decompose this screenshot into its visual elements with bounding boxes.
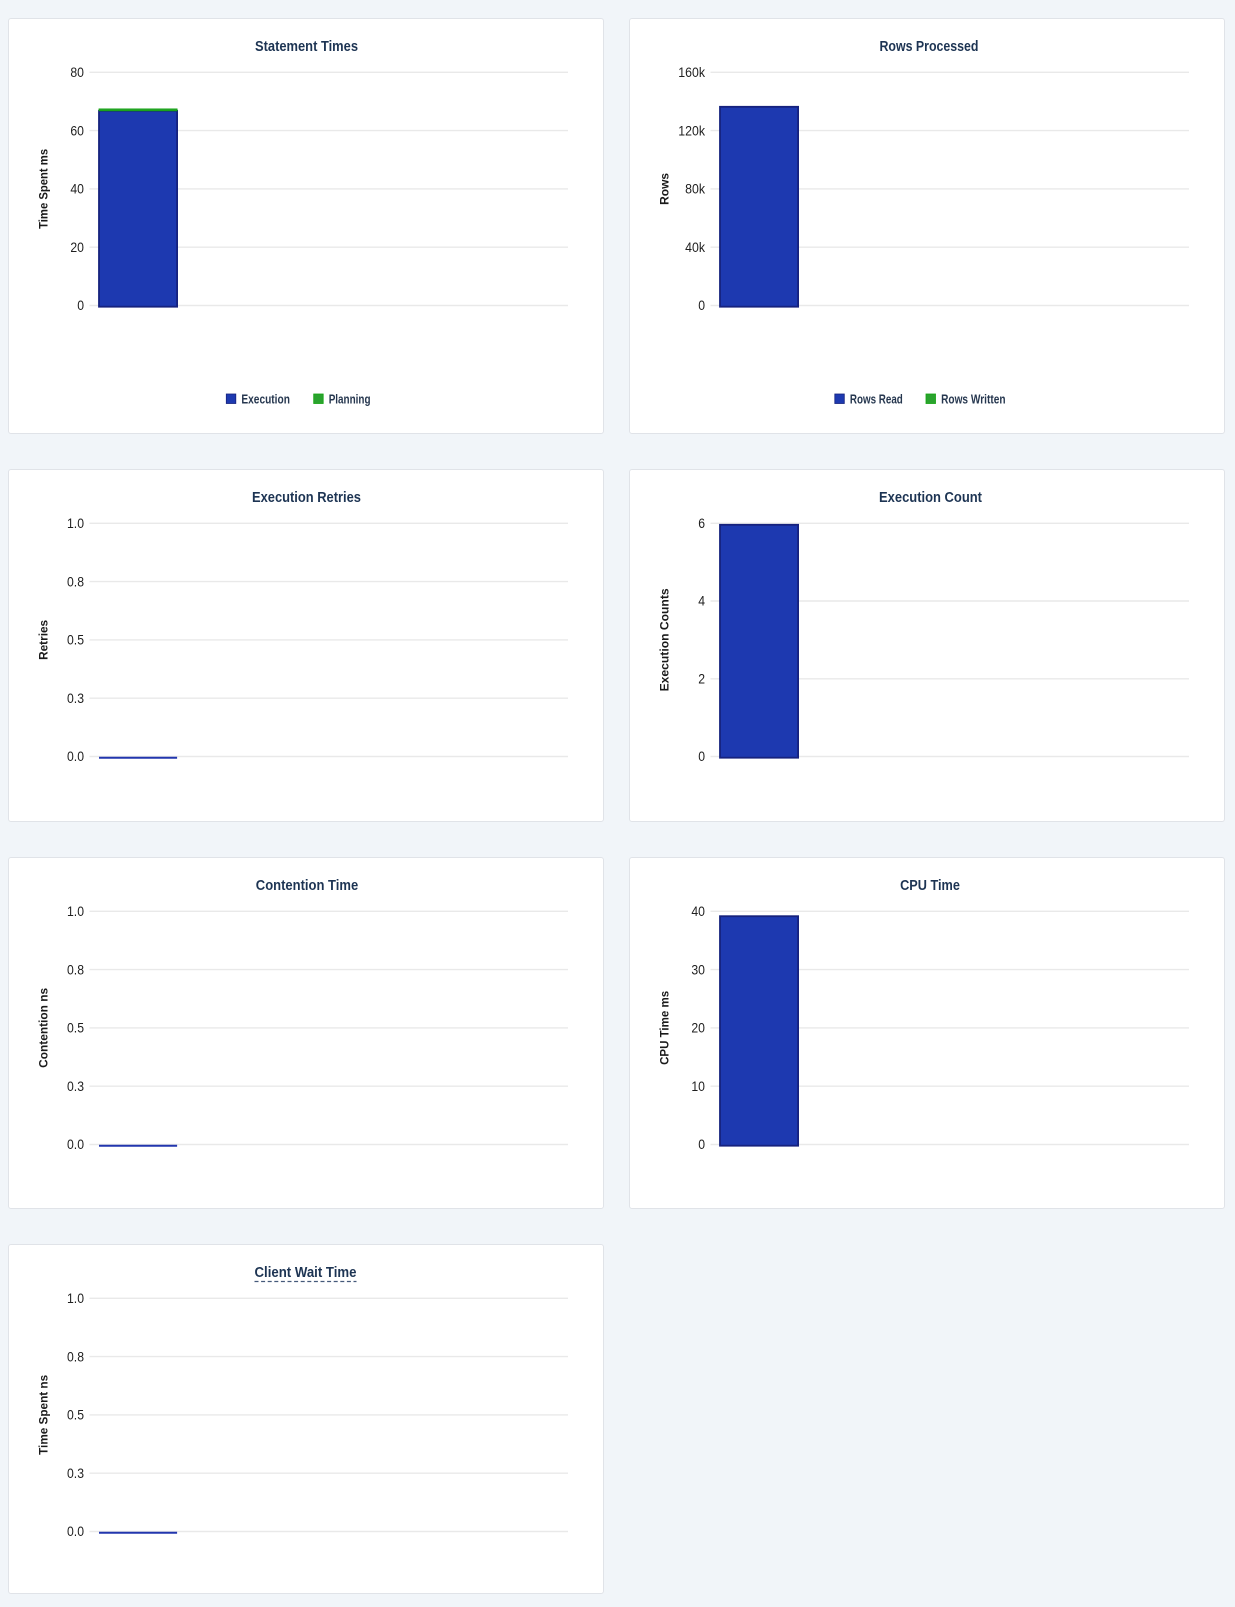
svg-text:160k: 160k bbox=[678, 65, 705, 80]
svg-text:40: 40 bbox=[70, 182, 84, 197]
svg-text:0.0: 0.0 bbox=[67, 1137, 84, 1152]
svg-text:Rows: Rows bbox=[658, 173, 672, 205]
svg-text:0.5: 0.5 bbox=[67, 1020, 84, 1035]
svg-text:1.0: 1.0 bbox=[67, 904, 84, 919]
svg-text:40k: 40k bbox=[685, 240, 705, 255]
svg-text:0.8: 0.8 bbox=[67, 574, 84, 589]
svg-text:0: 0 bbox=[698, 1137, 705, 1152]
svg-text:Contention Time: Contention Time bbox=[256, 878, 358, 894]
svg-text:Rows Read: Rows Read bbox=[850, 392, 903, 407]
svg-text:2: 2 bbox=[698, 672, 705, 687]
svg-text:1.0: 1.0 bbox=[67, 1291, 84, 1306]
svg-text:20: 20 bbox=[691, 1020, 705, 1035]
svg-text:0.3: 0.3 bbox=[67, 1466, 84, 1481]
svg-text:Execution Counts: Execution Counts bbox=[658, 588, 672, 691]
svg-text:Execution Retries: Execution Retries bbox=[252, 490, 361, 506]
svg-text:Planning: Planning bbox=[329, 392, 371, 407]
svg-text:Rows Written: Rows Written bbox=[941, 392, 1005, 407]
svg-text:40: 40 bbox=[691, 904, 705, 919]
svg-text:20: 20 bbox=[70, 240, 84, 255]
svg-text:Execution: Execution bbox=[241, 392, 290, 407]
svg-text:Client Wait Time: Client Wait Time bbox=[255, 1265, 357, 1281]
svg-text:1.0: 1.0 bbox=[67, 516, 84, 531]
svg-text:0.3: 0.3 bbox=[67, 691, 84, 706]
svg-text:Statement Times: Statement Times bbox=[255, 39, 358, 55]
svg-text:0: 0 bbox=[698, 298, 705, 313]
svg-text:120k: 120k bbox=[678, 123, 705, 138]
svg-text:80: 80 bbox=[70, 65, 84, 80]
svg-text:0.8: 0.8 bbox=[67, 1349, 84, 1364]
svg-text:0.5: 0.5 bbox=[67, 1408, 84, 1423]
svg-text:Contention ns: Contention ns bbox=[37, 987, 51, 1067]
svg-text:30: 30 bbox=[691, 962, 705, 977]
svg-text:Retries: Retries bbox=[37, 620, 51, 660]
svg-text:0: 0 bbox=[77, 298, 84, 313]
svg-text:0.0: 0.0 bbox=[67, 1524, 84, 1539]
svg-text:Time Spent ms: Time Spent ms bbox=[37, 149, 51, 229]
svg-text:0.8: 0.8 bbox=[67, 962, 84, 977]
svg-text:4: 4 bbox=[698, 594, 705, 609]
svg-text:0.3: 0.3 bbox=[67, 1078, 84, 1093]
svg-text:6: 6 bbox=[698, 516, 705, 531]
svg-text:CPU Time: CPU Time bbox=[900, 878, 960, 894]
svg-text:0.0: 0.0 bbox=[67, 749, 84, 764]
svg-text:80k: 80k bbox=[685, 182, 705, 197]
svg-text:0.5: 0.5 bbox=[67, 633, 84, 648]
svg-text:10: 10 bbox=[691, 1078, 705, 1093]
svg-text:Time Spent ns: Time Spent ns bbox=[37, 1375, 51, 1455]
svg-text:60: 60 bbox=[70, 123, 84, 138]
svg-text:CPU Time ms: CPU Time ms bbox=[658, 990, 672, 1064]
svg-text:Execution Count: Execution Count bbox=[879, 490, 982, 506]
svg-text:Rows Processed: Rows Processed bbox=[880, 39, 979, 55]
svg-text:0: 0 bbox=[698, 749, 705, 764]
